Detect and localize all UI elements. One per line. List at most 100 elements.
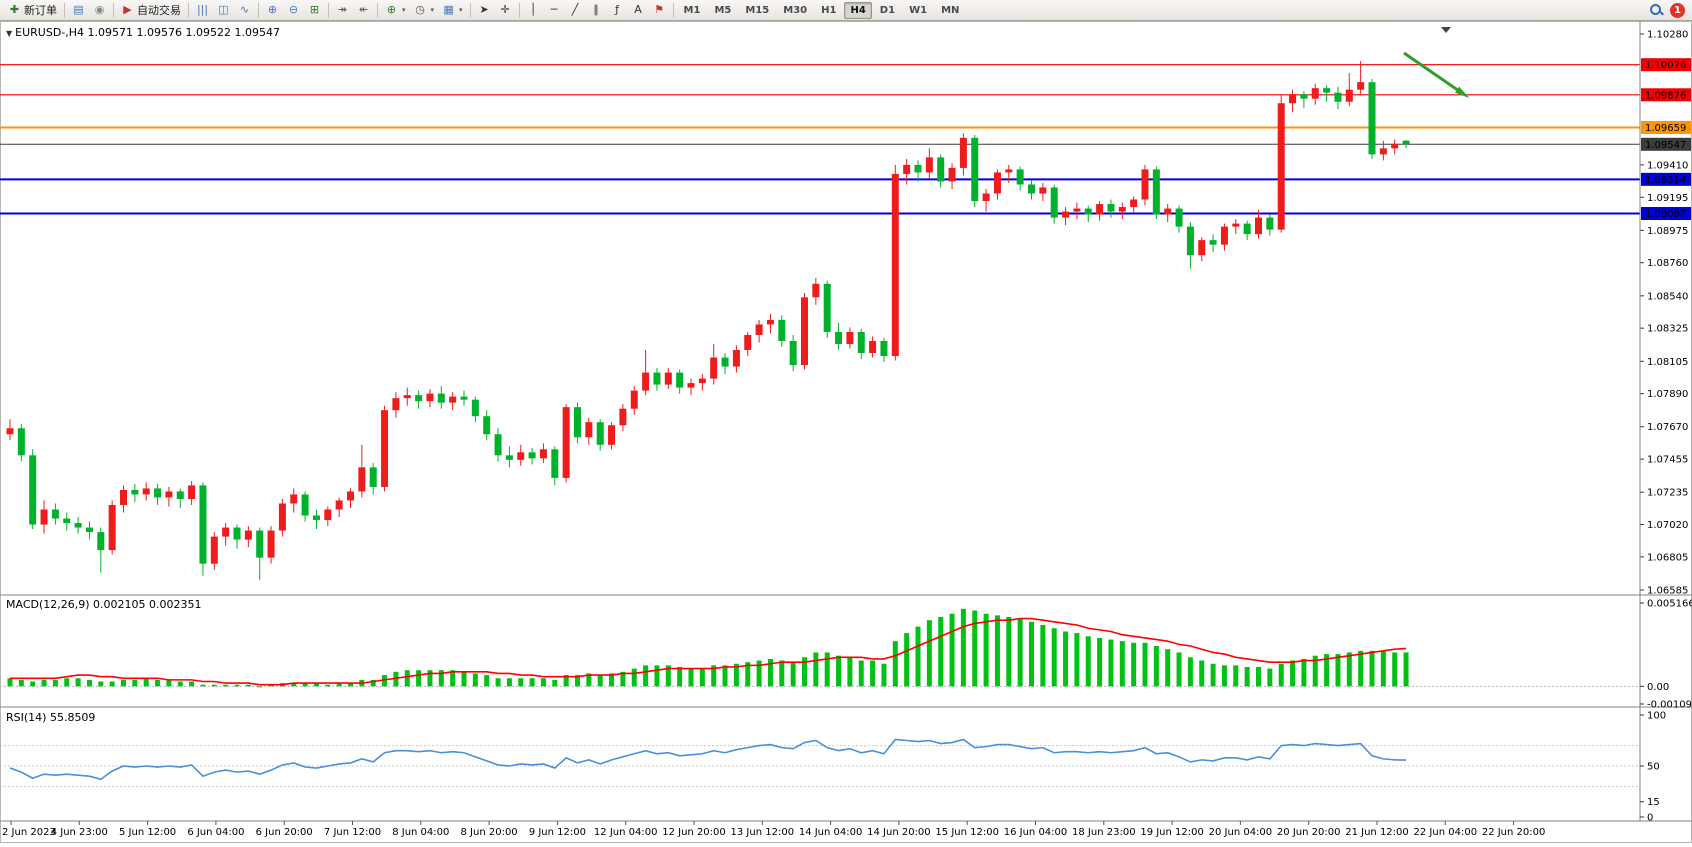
chart-shift-icon: ↞ [358, 3, 369, 16]
templates-icon[interactable]: ▦ ▾ [438, 1, 467, 19]
svg-text:50: 50 [1647, 762, 1660, 773]
toolbar-right: 1 [1649, 2, 1688, 18]
channel-icon[interactable]: ∥ [586, 1, 607, 19]
tile-windows-icon[interactable]: ⊞ [304, 1, 325, 19]
svg-text:19 Jun 12:00: 19 Jun 12:00 [1140, 827, 1204, 838]
chevron-down-icon: ▾ [459, 6, 463, 14]
svg-text:9 Jun 12:00: 9 Jun 12:00 [529, 827, 586, 838]
autotrading-button[interactable]: ▶ 自动交易 [117, 1, 185, 19]
support-line-2-price-label [1641, 207, 1691, 221]
chart-area[interactable]: 1.10280 1.09410 1.09195 1.08975 1.08760 1.085… [0, 21, 1692, 843]
svg-text:20 Jun 20:00: 20 Jun 20:00 [1277, 827, 1341, 838]
toolbar-separator [113, 2, 114, 18]
svg-text:1.08105: 1.08105 [1647, 357, 1688, 368]
svg-text:6 Jun 20:00: 6 Jun 20:00 [256, 827, 313, 838]
svg-text:18 Jun 23:00: 18 Jun 23:00 [1072, 827, 1136, 838]
new-order-button-label: 新订单 [24, 4, 57, 17]
line-chart-icon: ∿ [239, 3, 250, 16]
chevron-down-icon: ▾ [430, 6, 435, 14]
bar-chart-icon: ||| [196, 3, 209, 16]
svg-text:1.10280: 1.10280 [1647, 30, 1688, 41]
toolbar-separator [469, 2, 471, 18]
timeframe-h1-button[interactable]: H1 [821, 4, 837, 16]
toolbar-separator [518, 2, 520, 18]
toolbar-separator [672, 2, 674, 18]
macd-signal-line [10, 617, 1407, 686]
svg-text:1.07670: 1.07670 [1647, 422, 1688, 433]
timeframe-w1-button[interactable]: W1 [909, 4, 928, 16]
toolbar-separator [328, 2, 329, 18]
zoom-out-icon[interactable]: ⊖ [283, 1, 304, 19]
candlestick-chart-icon[interactable]: ◫ [213, 1, 234, 19]
chart-svg[interactable]: 1.10280 1.09410 1.09195 1.08975 1.08760 1.085… [0, 21, 1692, 843]
resistance-line-1-price-label [1641, 58, 1691, 72]
timeframe-m30-button[interactable]: M30 [783, 4, 808, 16]
vertical-line-icon[interactable]: │ [523, 1, 544, 19]
notification-badge[interactable]: 1 [1670, 2, 1685, 18]
svg-text:1.08975: 1.08975 [1647, 226, 1688, 237]
toolbar: ✚ 新订单 ▤ ◉ ▶ 自动交易 ||| ◫ ∿ ⊕ ⊖ ⊞ ↠ ↞ ⊕ ▾ ◷ ▾ ▦ ▾ ➤ ✛ │ ─ ╱ ∥ ƒ A ⚑ M1 M… [0, 0, 1692, 21]
cursor-icon[interactable]: ➤ [474, 1, 495, 19]
timeframe-m5-button[interactable]: M5 [714, 4, 732, 16]
auto-scroll-icon[interactable]: ↠ [332, 1, 353, 19]
timeframe-m1-button[interactable]: M1 [683, 4, 701, 16]
chevron-down-icon: ▾ [402, 6, 406, 14]
trend-arrow-head [1455, 86, 1470, 99]
trend-arrow-annotation[interactable] [1403, 51, 1463, 95]
svg-text:2 Jun 2023: 2 Jun 2023 [2, 827, 56, 838]
svg-text:21 Jun 12:00: 21 Jun 12:00 [1345, 827, 1409, 838]
autotrading-button-icon: ▶ [123, 3, 132, 16]
svg-text:1.08325: 1.08325 [1647, 324, 1688, 335]
svg-text:14 Jun 04:00: 14 Jun 04:00 [799, 827, 863, 838]
arrows-icon[interactable]: ⚑ [649, 1, 670, 19]
line-chart-icon[interactable]: ∿ [234, 1, 255, 19]
resistance-line-2-price-label [1641, 88, 1691, 102]
timeframe-h4-button[interactable]: H4 [844, 1, 872, 19]
svg-text:14 Jun 20:00: 14 Jun 20:00 [867, 827, 931, 838]
crosshair-icon[interactable]: ✛ [495, 1, 516, 19]
svg-text:1.07020: 1.07020 [1647, 520, 1688, 531]
periods-icon[interactable]: ◷ ▾ [410, 1, 439, 19]
svg-text:1.06585: 1.06585 [1647, 586, 1688, 597]
timeframe-toolbar: M1 M5 M15 M30 H1 H4 D1 W1 MN [677, 1, 967, 19]
chart-shift-marker[interactable] [1441, 27, 1451, 33]
rsi-axis-labels: 100 50 15 0 [1640, 711, 1666, 824]
text-icon[interactable]: A [628, 1, 649, 19]
svg-text:1.09659: 1.09659 [1645, 123, 1686, 134]
indicators-icon[interactable]: ⊕ ▾ [381, 1, 410, 19]
timeframe-m15-button[interactable]: M15 [745, 4, 770, 16]
new-chart-icon: ▤ [73, 3, 84, 16]
svg-text:0: 0 [1647, 813, 1653, 824]
trendline-icon[interactable]: ╱ [565, 1, 586, 19]
profiles-icon: ◉ [94, 3, 105, 16]
trendline-icon: ╱ [571, 3, 579, 16]
svg-text:16 Jun 04:00: 16 Jun 04:00 [1004, 827, 1068, 838]
new-chart-icon[interactable]: ▤ [68, 1, 89, 19]
search-icon[interactable] [1649, 3, 1663, 17]
timeframe-mn-button[interactable]: MN [941, 4, 960, 16]
bar-chart-icon[interactable]: ||| [192, 1, 213, 19]
timeframe-d1-button[interactable]: D1 [879, 4, 896, 16]
svg-text:13 Jun 12:00: 13 Jun 12:00 [731, 827, 795, 838]
svg-text:8 Jun 20:00: 8 Jun 20:00 [461, 827, 518, 838]
new-order-button-icon: ✚ [9, 3, 20, 16]
indicators-icon: ⊕ [386, 3, 397, 16]
horizontal-line-icon[interactable]: ─ [544, 1, 565, 19]
chart-shift-icon[interactable]: ↞ [353, 1, 374, 19]
cursor-icon: ➤ [479, 3, 489, 16]
svg-text:8 Jun 04:00: 8 Jun 04:00 [392, 827, 449, 838]
candlestick-chart-icon: ◫ [218, 3, 229, 16]
svg-text:1.09876: 1.09876 [1645, 90, 1686, 101]
svg-text:1.09547: 1.09547 [1645, 140, 1686, 151]
fibonacci-icon: ƒ [615, 3, 619, 16]
svg-text:1.07235: 1.07235 [1647, 488, 1688, 499]
svg-text:1.09314: 1.09314 [1645, 175, 1686, 186]
toolbar-separator [64, 2, 65, 18]
svg-text:1.07890: 1.07890 [1647, 389, 1688, 400]
profiles-icon[interactable]: ◉ [89, 1, 110, 19]
new-order-button[interactable]: ✚ 新订单 [4, 1, 61, 19]
fibonacci-icon[interactable]: ƒ [607, 1, 628, 19]
svg-text:6 Jun 04:00: 6 Jun 04:00 [187, 827, 244, 838]
zoom-in-icon[interactable]: ⊕ [262, 1, 283, 19]
